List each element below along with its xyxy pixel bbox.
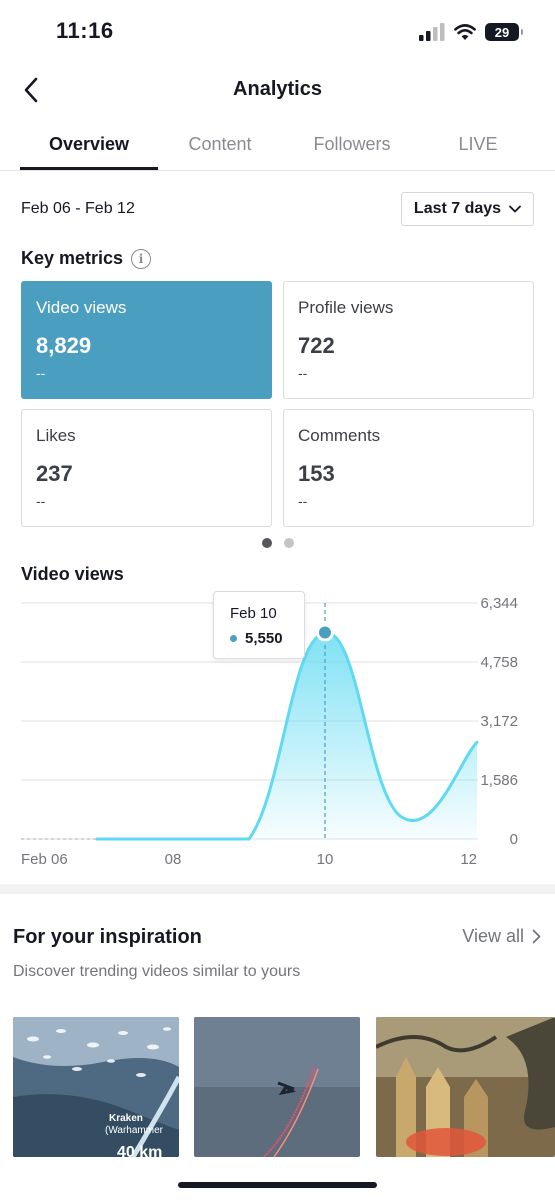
info-icon[interactable]: i [131,248,152,269]
y-tick-label: 0 [510,831,518,848]
tab-bar: Overview Content Followers LIVE [0,120,555,171]
back-icon[interactable] [18,76,44,104]
chart-title: Video views [21,564,124,585]
period-select-value: Last 7 days [413,200,502,217]
inspiration-subtitle: Discover trending videos similar to your… [13,963,301,980]
metric-card-video-views[interactable]: Video views 8,829 -- [21,281,272,399]
status-icons: 29 [419,21,523,43]
status-bar: 11:16 29 [0,0,555,60]
thumbnail-caption-1: Kraken [109,1113,143,1124]
inspiration-title: For your inspiration [13,926,202,948]
metric-label: Video views [36,298,127,317]
metric-value: 722 [298,333,335,358]
tooltip-row: 5,550 [230,630,288,647]
video-thumbnail-1[interactable]: Kraken (Warhammer 40 km [13,1017,179,1157]
metrics-pager [0,538,555,548]
status-time: 11:16 [56,18,114,43]
chevron-right-icon [532,929,541,944]
metric-delta: -- [36,365,46,381]
key-metrics-label: Key metrics [21,248,124,268]
metric-delta: -- [36,493,46,509]
thumbnail-caption-2: (Warhammer [105,1125,164,1136]
battery-icon: 29 [485,23,523,41]
tooltip-date: Feb 10 [230,605,277,622]
tooltip-value: 5,550 [245,630,283,647]
signal-icon [419,23,445,41]
chart-area [97,632,477,839]
x-tick-label: Feb 06 [21,851,68,868]
x-tick-label: 10 [317,851,334,868]
y-tick-label: 6,344 [480,595,518,612]
metric-delta: -- [298,493,308,509]
metric-label: Profile views [298,298,394,317]
key-metrics-title: Key metrics i [21,248,152,269]
home-indicator [178,1182,377,1188]
tab-underline [20,167,158,170]
view-all-link[interactable]: View all [462,926,541,947]
metric-card-profile-views[interactable]: Profile views 722 -- [283,281,534,399]
tab-content[interactable]: Content [188,134,252,154]
date-range: Feb 06 - Feb 12 [21,200,135,217]
wifi-icon [454,23,476,40]
metric-value: 237 [36,461,73,486]
y-tick-label: 4,758 [480,654,518,671]
metric-value: 153 [298,461,335,486]
thumbnail-caption-3: 40 km [117,1144,162,1157]
page-title: Analytics [233,78,322,100]
metric-label: Likes [36,426,76,445]
video-views-chart[interactable]: 6,344 4,758 3,172 1,586 0 Feb 06 08 10 12 [0,590,555,875]
pager-dot-1[interactable] [261,538,272,548]
x-tick-label: 08 [165,851,182,868]
tab-overview[interactable]: Overview [48,134,130,154]
pager-dot-2[interactable] [283,538,294,548]
metric-value: 8,829 [36,333,92,358]
section-divider [0,884,555,894]
chart-highlight-point[interactable] [316,623,334,642]
tooltip-series-dot [230,635,237,642]
metric-label: Comments [298,426,381,445]
y-tick-label: 3,172 [480,713,518,730]
chevron-down-icon [509,205,521,213]
view-all-label: View all [462,926,524,946]
chart-line [95,631,479,841]
tab-live[interactable]: LIVE [458,134,498,154]
tab-followers[interactable]: Followers [313,134,391,154]
video-thumbnail-2[interactable] [194,1017,360,1157]
x-tick-label: 12 [460,851,477,868]
metric-card-comments[interactable]: Comments 153 -- [283,409,534,527]
chart-tooltip: Feb 10 5,550 [213,591,305,659]
metric-delta: -- [298,365,308,381]
period-select[interactable]: Last 7 days [401,192,534,226]
metric-card-likes[interactable]: Likes 237 -- [21,409,272,527]
nav-bar: Analytics [0,62,555,118]
chart-title-label: Video views [21,564,124,584]
y-tick-label: 1,586 [480,772,518,789]
video-thumbnail-3[interactable] [376,1017,555,1157]
